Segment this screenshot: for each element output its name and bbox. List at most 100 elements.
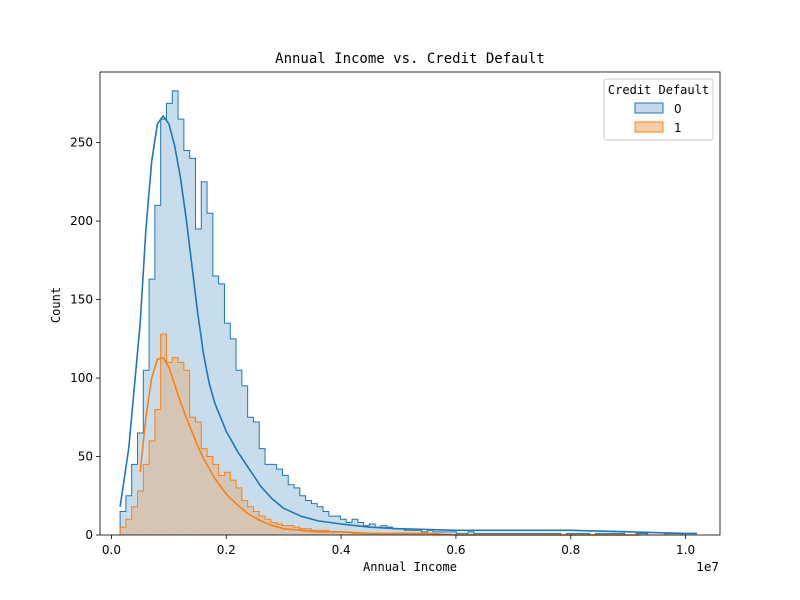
x-tick-label: 0.6: [446, 543, 465, 557]
histogram-bar: [172, 357, 179, 535]
histogram-bar: [207, 213, 213, 535]
histogram-bar: [212, 464, 219, 535]
histogram-bar: [143, 370, 150, 535]
legend-label-0: 0: [674, 102, 682, 116]
histogram-bar: [450, 531, 457, 535]
axes-frame: [99, 71, 721, 536]
histogram-bar: [224, 323, 231, 535]
histogram-bar: [398, 528, 405, 535]
histogram-bar: [438, 531, 445, 535]
histogram-bar: [143, 464, 150, 535]
histogram-bar: [195, 421, 202, 535]
y-axis-label: Count: [49, 287, 63, 323]
kde-line-1: [139, 356, 640, 536]
y-tick-label: 50: [78, 450, 93, 464]
histogram-bar: [230, 338, 237, 535]
plot-area: [119, 90, 698, 536]
histogram-bar: [334, 516, 341, 535]
legend: Credit Default 0 1: [603, 78, 714, 141]
histogram-bar: [641, 533, 648, 535]
histogram-bar: [340, 519, 347, 535]
histogram-bar: [154, 409, 161, 535]
histogram-bar: [444, 531, 451, 535]
histogram-bar: [328, 516, 335, 535]
histogram-step-outline: [119, 90, 684, 536]
histogram-series-1: [119, 333, 683, 536]
histogram-bar: [131, 464, 138, 535]
histogram-bar: [166, 103, 173, 535]
y-tick-label: 100: [70, 371, 93, 385]
legend-title: Credit Default: [608, 83, 709, 97]
histogram-bar: [386, 527, 393, 535]
histogram-bar: [363, 533, 370, 535]
histogram-bar: [334, 531, 341, 535]
histogram-bar: [137, 491, 144, 535]
histogram-bar: [392, 528, 399, 535]
histogram-bar: [288, 525, 295, 535]
kde-line-0: [119, 115, 698, 535]
histogram-bar: [154, 205, 161, 535]
axes: 0.0 0.2 0.4 0.6 0.8 1.0 0 50 100 150 200 250: [70, 71, 721, 557]
histogram-bar: [282, 475, 289, 535]
histogram-bar: [189, 158, 196, 536]
y-tick-label: 200: [70, 214, 93, 228]
x-tick-label: 0.8: [561, 543, 580, 557]
histogram-bar: [427, 530, 434, 535]
histogram-bar: [125, 519, 132, 535]
histogram-bar: [357, 522, 364, 535]
histogram-bar: [375, 527, 382, 535]
x-tick-label: 0.2: [217, 543, 236, 557]
histogram-bar: [189, 417, 196, 535]
histogram-bar: [346, 531, 353, 535]
histogram-bar: [131, 506, 138, 535]
histogram-bar: [160, 334, 167, 535]
histogram-bar: [183, 150, 190, 535]
histogram-bar: [265, 464, 271, 535]
histogram-bar: [247, 417, 254, 535]
x-axis-offset-label: 1e7: [696, 560, 719, 574]
histogram-bar: [265, 519, 271, 535]
histogram-bar: [363, 525, 370, 535]
histogram-bar: [253, 511, 260, 535]
histogram-bar: [160, 119, 167, 535]
chart-title: Annual Income vs. Credit Default: [275, 51, 545, 67]
histogram-bar: [172, 90, 179, 536]
histogram-bar: [328, 531, 335, 535]
histogram-bar: [670, 533, 677, 535]
histogram-bar: [282, 525, 289, 535]
histogram-bar: [178, 119, 184, 535]
histogram-bar: [323, 511, 329, 535]
legend-swatch-0: [634, 102, 664, 114]
histogram-bar: [218, 475, 225, 535]
x-tick-label: 1.0: [676, 543, 695, 557]
histogram-bar: [346, 522, 353, 535]
x-tick-label: 0.0: [102, 543, 121, 557]
histogram-bar: [178, 362, 184, 535]
histogram-bar: [166, 362, 173, 535]
y-tick-label: 150: [70, 293, 93, 307]
histogram-bar: [247, 506, 254, 535]
histogram-bar: [352, 533, 358, 535]
histogram-bar: [259, 448, 266, 535]
histogram-bar: [241, 385, 248, 535]
legend-label-1: 1: [674, 121, 682, 135]
histogram-bar: [352, 519, 358, 535]
histogram-bar: [381, 525, 387, 535]
y-tick-label: 0: [85, 528, 93, 542]
histogram-bar: [676, 533, 683, 535]
x-tick-label: 0.4: [332, 543, 351, 557]
histogram-bar: [125, 495, 132, 535]
histogram-bar: [294, 527, 300, 535]
histogram-bar: [294, 487, 300, 535]
histogram-bar: [299, 495, 306, 535]
histogram-bar: [149, 279, 155, 535]
histogram-bar: [183, 370, 190, 535]
x-axis-label: Annual Income: [363, 560, 457, 574]
histogram-bar: [276, 469, 283, 535]
histogram-bar: [467, 531, 474, 535]
histogram-bar: [149, 440, 155, 535]
histogram-bar: [120, 527, 126, 535]
y-tick-label: 250: [70, 136, 93, 150]
histogram-bar: [311, 530, 318, 535]
